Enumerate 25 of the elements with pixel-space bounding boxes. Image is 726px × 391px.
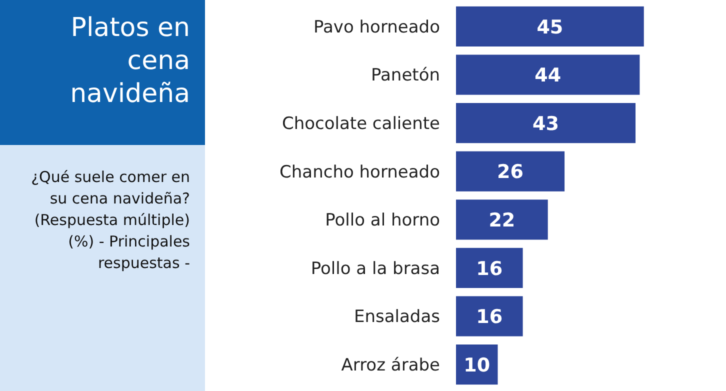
text: ¿Qué suele comer en su cena navideña? (Respuesta múltiple) (%) - Principales respuestas - <box>31 168 190 272</box>
y-tick-label: Ensaladas <box>354 307 440 328</box>
y-tick-label: Pavo horneado <box>314 17 440 38</box>
bar <box>456 151 565 192</box>
data-label: 16 <box>476 306 503 328</box>
bar <box>456 103 636 144</box>
bar <box>456 54 640 95</box>
data-label: 10 <box>464 354 490 376</box>
text: Platos en cena navideña <box>70 13 190 109</box>
y-tick-label: Pollo al horno <box>325 210 440 231</box>
y-tick-label: Chocolate caliente <box>282 114 440 134</box>
data-label: 26 <box>497 161 524 184</box>
bar <box>456 248 523 288</box>
y-tick-label: Panetón <box>371 66 440 86</box>
bar <box>456 6 644 46</box>
y-tick-label: Arroz árabe <box>341 355 440 376</box>
data-label: 16 <box>476 258 503 280</box>
data-label: 43 <box>532 112 559 135</box>
y-tick-label: Pollo a la brasa <box>310 258 440 279</box>
bar <box>456 200 548 240</box>
y-tick-label: Chancho horneado <box>280 162 440 182</box>
data-label: 45 <box>536 16 564 38</box>
data-label: 22 <box>488 209 516 232</box>
data-label: 44 <box>534 64 562 87</box>
bar <box>456 296 523 336</box>
